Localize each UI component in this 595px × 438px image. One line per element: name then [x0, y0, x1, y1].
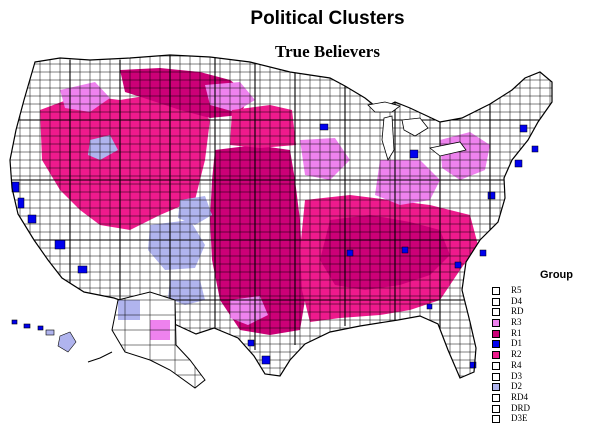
legend-item: R2: [492, 349, 592, 361]
legend-swatch: [492, 404, 500, 413]
legend-label: R5: [511, 285, 522, 295]
map-subtitle: True Believers: [275, 42, 380, 61]
legend-swatch: [492, 308, 500, 317]
legend-item: DRD: [492, 402, 592, 415]
legend-item: RD: [492, 306, 592, 318]
legend: R5 D4 RD R3 R1 D1 R2 R4 D3 D2 RD4 DRD D3E: [492, 285, 592, 425]
legend-item: R3: [492, 317, 592, 329]
legend-title: Group: [540, 269, 573, 281]
legend-label: R4: [511, 359, 522, 370]
legend-label: R2: [511, 349, 522, 360]
legend-swatch: [492, 372, 500, 381]
legend-item: R1: [492, 327, 592, 340]
legend-swatch: [492, 383, 500, 392]
legend-swatch: [492, 351, 500, 360]
legend-item: RD4: [492, 391, 592, 404]
legend-swatch: [492, 361, 500, 370]
legend-label: R3: [511, 317, 522, 328]
legend-item: D1: [492, 338, 592, 350]
legend-item: D3: [492, 370, 592, 383]
legend-label: D3: [511, 370, 522, 381]
legend-label: RD4: [511, 391, 529, 402]
legend-swatch: [492, 319, 500, 328]
hawaii: [11, 319, 77, 353]
d1-counties: [11, 123, 539, 369]
legend-label: D2: [511, 381, 522, 392]
legend-swatch: [492, 329, 500, 338]
legend-label: DRD: [511, 402, 531, 413]
legend-label: R1: [511, 327, 522, 338]
legend-item: D4: [492, 295, 592, 308]
legend-label: D3E: [511, 413, 528, 424]
legend-swatch: [492, 393, 500, 402]
legend-label: D4: [511, 295, 522, 306]
legend-label: RD: [511, 306, 524, 317]
legend-item: D2: [492, 381, 592, 393]
great-lakes: [367, 101, 467, 161]
legend-item: R5: [492, 285, 592, 297]
legend-swatch: [492, 415, 500, 424]
legend-swatch: [492, 297, 500, 306]
legend-label: D1: [511, 338, 522, 349]
map-title: Political Clusters: [250, 8, 405, 29]
state-borders: [10, 55, 552, 350]
legend-swatch: [492, 340, 500, 349]
legend-item: D3E: [492, 413, 592, 425]
legend-item: R4: [492, 359, 592, 372]
legend-swatch: [492, 287, 500, 295]
